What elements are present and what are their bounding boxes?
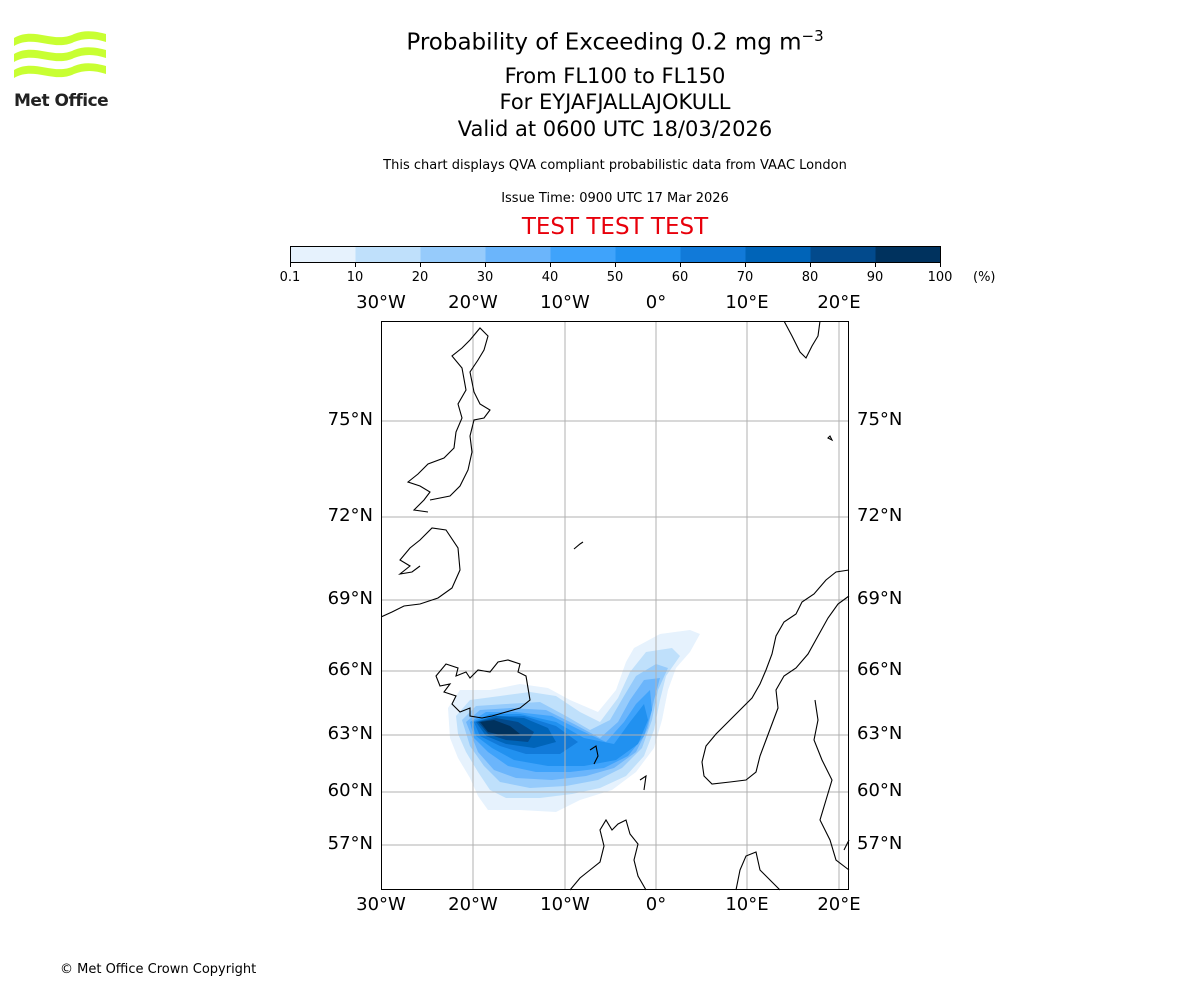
colorbar-segment [485,246,551,263]
latitude-label: 69°N [857,588,903,609]
latitude-label: 75°N [857,409,903,430]
latitude-label: 69°N [327,588,373,609]
logo-waves-icon [14,31,106,78]
coast-greenland [381,327,491,618]
coast-norway [701,569,850,785]
latitude-label: 63°N [327,723,373,744]
colorbar-segment [420,246,486,263]
colorbar-segment [290,246,356,263]
colorbar-segment [875,246,941,263]
latitude-label: 60°N [327,780,373,801]
latitude-label: 66°N [327,659,373,680]
title-volcano: For EYJAFJALLAJOKULL [499,90,731,114]
coast-scotland [569,818,647,891]
latitude-label: 63°N [857,723,903,744]
coast-shetland [639,774,647,791]
title-valid-time: Valid at 0600 UTC 18/03/2026 [457,117,773,141]
colorbar-tick-label: 80 [801,270,819,285]
colorbar-tick-label: 60 [671,270,689,285]
coast-faroes [589,745,599,765]
subtitle: This chart displays QVA compliant probab… [383,158,847,173]
latitude-label: 57°N [327,833,373,854]
colorbar-segment [355,246,421,263]
colorbar-tick-label: 50 [606,270,624,285]
colorbar-tick-label: 100 [927,270,953,285]
longitude-label: 30°W [356,894,406,915]
colorbar-tick-label: 70 [736,270,754,285]
longitude-label: 30°W [356,292,406,313]
colorbar-tick-label: 10 [346,270,364,285]
chart-title: Probability of Exceeding 0.2 mg m−3 [0,27,1200,56]
latitude-label: 57°N [857,833,903,854]
longitude-label: 10°E [725,894,769,915]
coast-svalbard [783,321,834,442]
longitude-label: 20°W [448,894,498,915]
ash-probability-plume [448,630,700,812]
colorbar-tick-label: 20 [411,270,429,285]
colorbar-segment [680,246,746,263]
longitude-label: 0° [645,292,667,313]
map-frame [381,321,849,890]
latitude-label: 60°N [857,780,903,801]
latitude-label: 72°N [327,505,373,526]
colorbar-segment [810,246,876,263]
colorbar-tick-label: 40 [541,270,559,285]
colorbar-tick-label: 90 [866,270,884,285]
latitude-label: 75°N [327,409,373,430]
longitude-label: 0° [645,894,667,915]
test-banner: TEST TEST TEST [521,214,709,240]
title-line-1: Probability of Exceeding 0.2 mg m [406,29,802,56]
coast-jan-mayen [573,541,584,550]
plume-band-90-100 [480,720,520,736]
longitude-label: 20°E [817,894,861,915]
colorbar-tick-label: 0.1 [279,270,301,285]
graticule [381,321,849,890]
coast-iceland [435,659,531,719]
colorbar [290,246,941,267]
title-flight-levels: From FL100 to FL150 [504,64,726,88]
coastlines [381,321,850,891]
latitude-label: 66°N [857,659,903,680]
longitude-label: 10°W [540,894,590,915]
logo-text: Met Office [14,91,109,111]
copyright-footer: © Met Office Crown Copyright [60,962,257,977]
colorbar-segment [615,246,681,263]
coast-denmark [735,851,781,891]
latitude-label: 72°N [857,505,903,526]
colorbar-unit: (%) [973,270,996,285]
longitude-label: 20°W [448,292,498,313]
longitude-label: 10°E [725,292,769,313]
longitude-label: 10°W [540,292,590,313]
colorbar-segment [550,246,616,263]
issue-time: Issue Time: 0900 UTC 17 Mar 2026 [501,191,729,206]
colorbar-segment [745,246,811,263]
title-superscript: −3 [801,27,824,45]
map-area [381,321,850,891]
colorbar-tick-label: 30 [476,270,494,285]
longitude-label: 20°E [817,292,861,313]
